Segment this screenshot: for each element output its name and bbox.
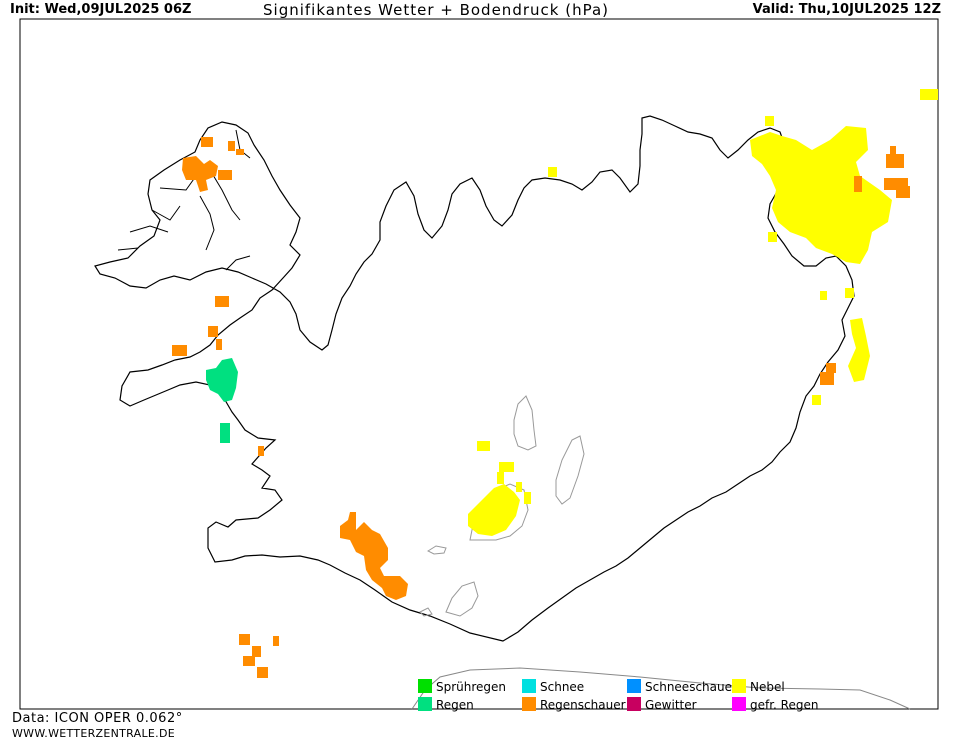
small-glacier: [426, 545, 447, 555]
langjokull-glacier: [555, 435, 585, 505]
rain-areas: [206, 358, 238, 443]
legend-label: Sprühregen: [436, 680, 507, 694]
legend-label: Schneeschauer: [645, 680, 737, 694]
iceland-coastline: [94, 115, 855, 642]
legend-label: Schnee: [540, 680, 585, 694]
legend-label: Regen: [436, 698, 474, 712]
legend-swatch: [627, 679, 641, 693]
hofsjokull-glacier: [513, 395, 537, 451]
source-url: WWW.WETTERZENTRALE.DE: [12, 727, 175, 740]
myrdalsjokull-glacier: [445, 581, 479, 617]
small-glacier-2: [419, 607, 433, 617]
legend-swatch: [732, 679, 746, 693]
legend-label: gefr. Regen: [750, 698, 819, 712]
legend-swatch: [732, 697, 746, 711]
shower-areas: [172, 137, 910, 678]
map-title: Signifikantes Wetter + Bodendruck (hPa): [263, 1, 609, 19]
legend-item-rain: Regen: [418, 697, 474, 712]
legend-swatch: [522, 679, 536, 693]
legend-item-fog: Nebel: [732, 679, 785, 694]
legend-swatch: [627, 697, 641, 711]
legend-item-snow-showers: Schneeschauer: [627, 679, 737, 694]
init-time: Init: Wed,09JUL2025 06Z: [10, 2, 192, 17]
legend-item-showers: Regenschauer: [522, 697, 626, 712]
map-frame: [19, 18, 939, 710]
legend-swatch: [522, 697, 536, 711]
legend-swatch: [418, 697, 432, 711]
legend-item-drizzle: Sprühregen: [418, 679, 506, 694]
sea-contour: [411, 667, 911, 710]
legend-label: Nebel: [750, 680, 785, 694]
fog-areas: [468, 89, 938, 536]
legend-label: Regenschauer: [540, 698, 626, 712]
legend-item-snow: Schnee: [522, 679, 584, 694]
valid-time: Valid: Thu,10JUL2025 12Z: [752, 2, 941, 17]
model-info: Data: ICON OPER 0.062°: [12, 711, 183, 726]
legend-swatch: [418, 679, 432, 693]
legend-label: Gewitter: [645, 698, 697, 712]
legend-item-thunderstorm: Gewitter: [627, 697, 697, 712]
legend-item-freezing-rain: gefr. Regen: [732, 697, 818, 712]
